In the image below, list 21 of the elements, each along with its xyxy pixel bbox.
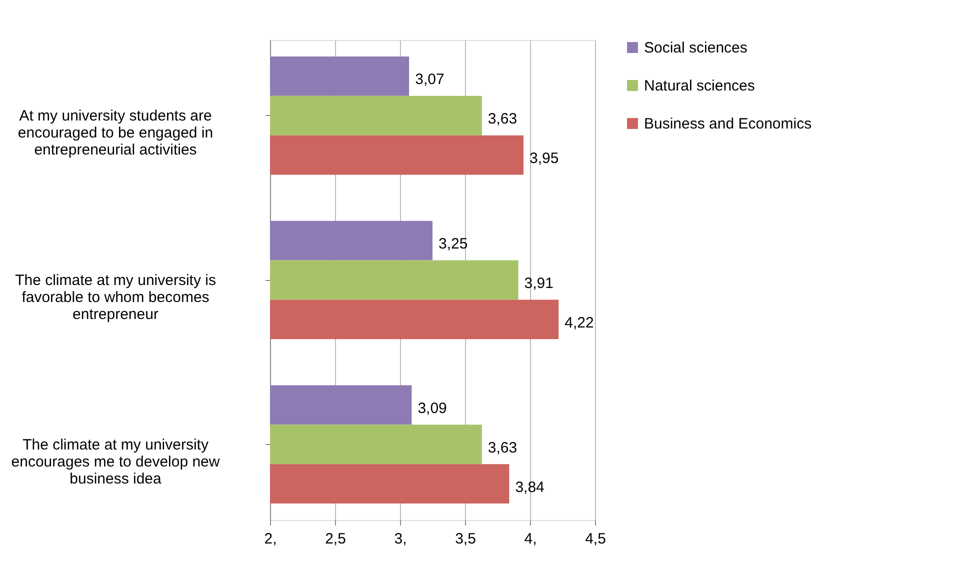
data-label: 3,63 [488,439,518,456]
data-label: 3,09 [418,400,447,417]
legend-label: Natural sciences [644,78,755,94]
y-tick-label: At my university students are encouraged to be engaged in entrepreneurial activities [18,108,214,159]
x-tick-label: 4, [524,530,537,548]
data-label: 3,84 [515,478,544,496]
data-label: 3,95 [530,150,559,168]
x-tick-label: 3, [394,530,407,548]
data-label: 3,07 [415,71,444,88]
legend-label: Business and Economics [644,116,812,132]
data-label: 4,22 [564,314,594,332]
data-label: 3,63 [488,110,518,128]
legend-label: Social sciences [644,40,748,56]
y-tick-label: The climate at my university encourages me to develop new business idea [11,436,220,488]
x-tick-label: 4,5 [585,530,606,548]
y-tick-label: The climate at my university is favorable to whom becomes entrepreneur [15,272,216,323]
x-tick-label: 2,5 [325,530,346,548]
data-label: 3,25 [438,236,468,253]
data-label: 3,91 [524,275,554,292]
x-tick-label: 2, [264,530,277,548]
x-tick-label: 3,5 [455,530,476,548]
